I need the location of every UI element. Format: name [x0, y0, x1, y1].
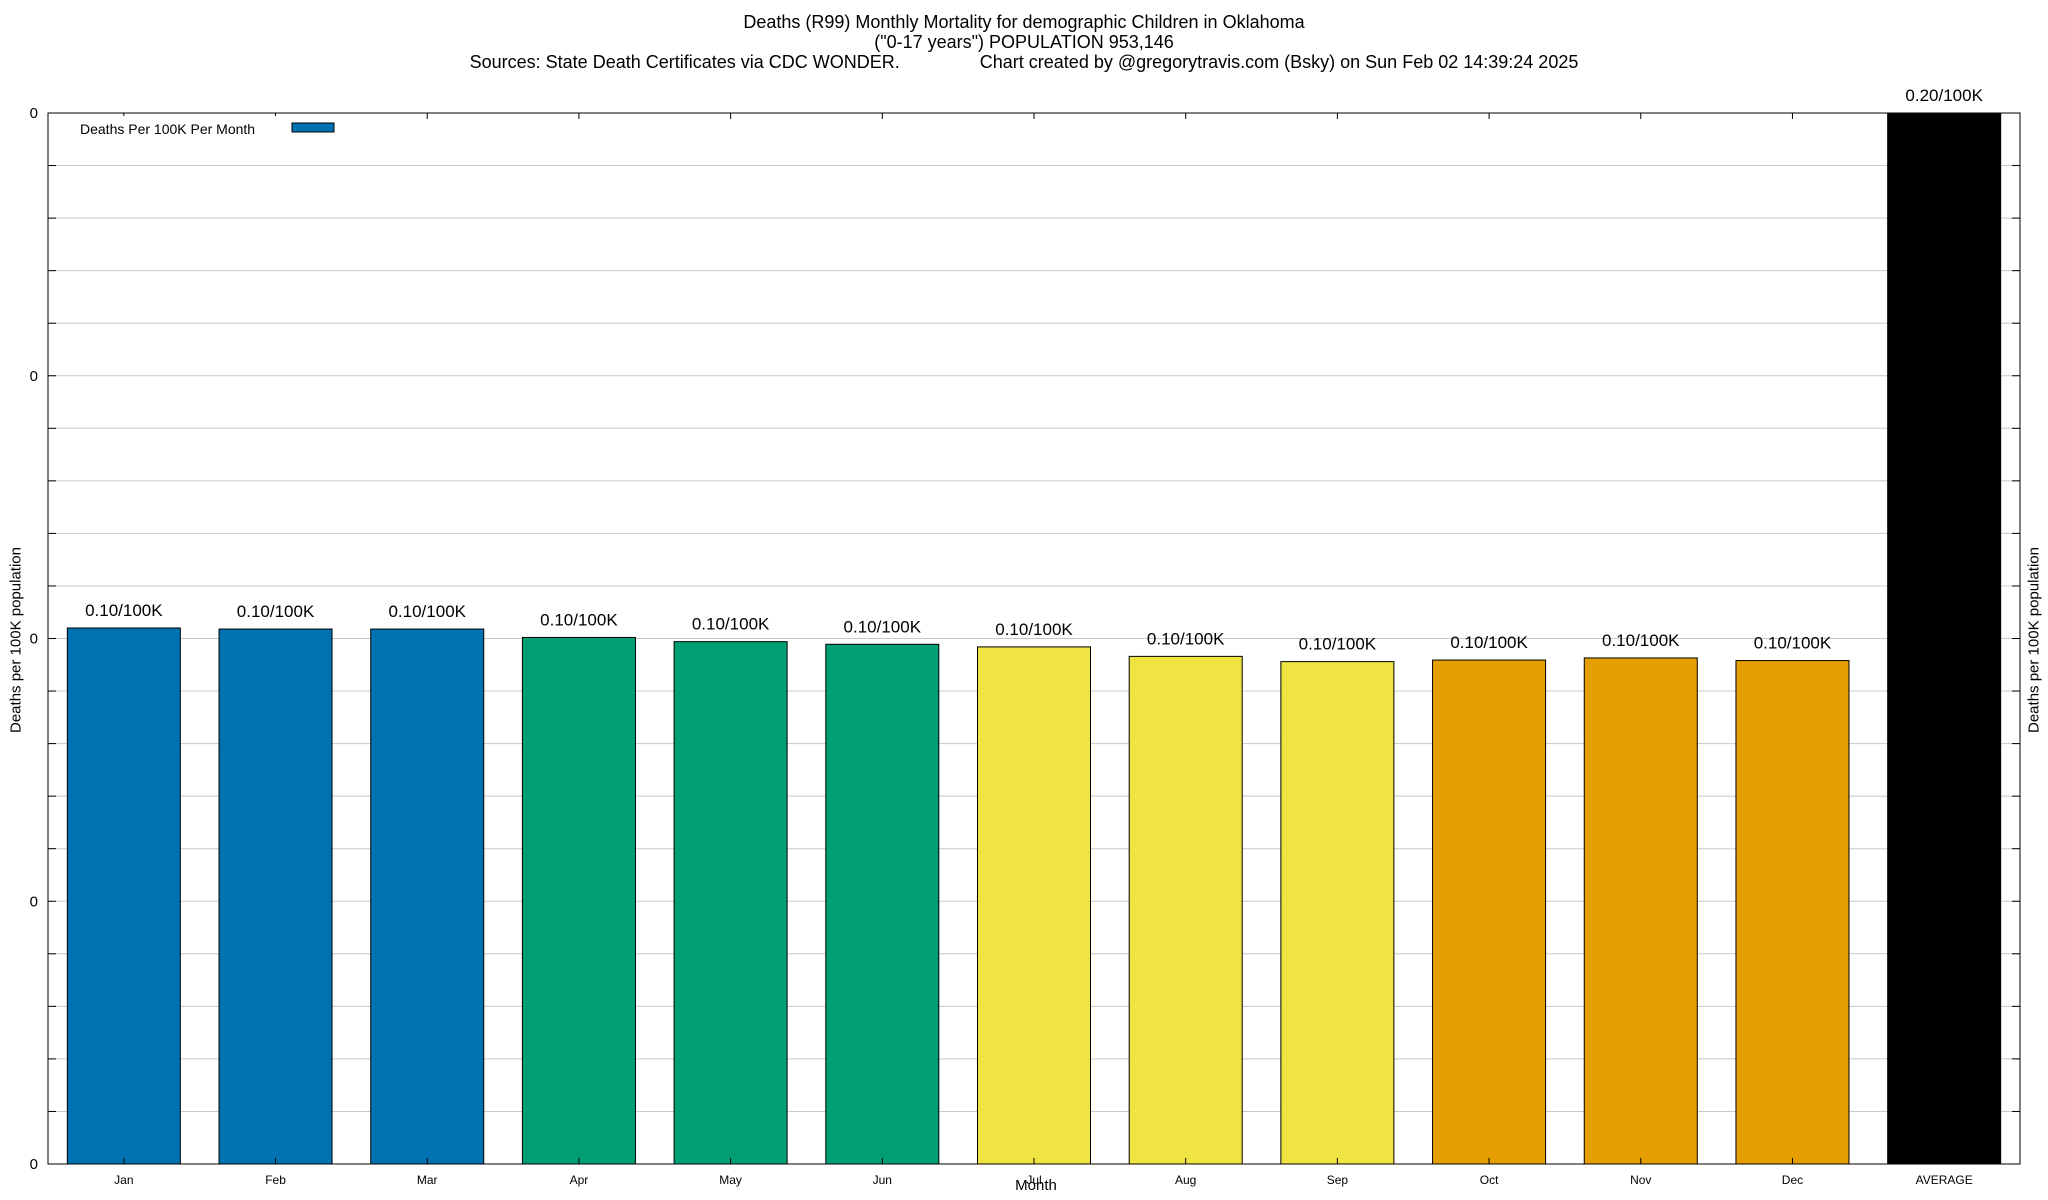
bar — [825, 643, 940, 1165]
data-label: 0.10/100K — [995, 620, 1073, 639]
data-label: 0.10/100K — [1450, 633, 1528, 652]
bar — [1887, 112, 2002, 1165]
y-tick-label: 0 — [30, 1156, 38, 1173]
data-label: 0.10/100K — [692, 615, 770, 634]
data-label: 0.10/100K — [1147, 629, 1225, 648]
bar — [1735, 660, 1850, 1165]
bar — [1280, 661, 1395, 1165]
data-label: 0.10/100K — [1602, 631, 1680, 650]
chart-subtitle: ("0-17 years") POPULATION 953,146 — [874, 32, 1174, 52]
data-label: 0.10/100K — [388, 602, 466, 621]
bar — [370, 628, 485, 1165]
x-tick-label: May — [719, 1173, 742, 1187]
data-label: 0.10/100K — [844, 617, 922, 636]
x-tick-label: Feb — [265, 1173, 286, 1187]
data-label: 0.10/100K — [237, 602, 315, 621]
bar — [66, 627, 181, 1165]
y-axis-label-left: Deaths per 100K population — [7, 547, 25, 733]
legend-swatch — [291, 122, 335, 133]
x-tick-label: Jun — [873, 1173, 892, 1187]
data-label: 0.10/100K — [1754, 634, 1832, 653]
data-label: 0.10/100K — [540, 610, 618, 629]
x-tick-label: Aug — [1175, 1173, 1196, 1187]
bar — [673, 641, 788, 1165]
x-tick-label: Mar — [417, 1173, 438, 1187]
bar — [1128, 655, 1243, 1165]
legend-label: Deaths Per 100K Per Month — [80, 121, 255, 137]
x-tick-label: Jan — [114, 1173, 133, 1187]
chart-title-block: Deaths (R99) Monthly Mortality for demog… — [0, 12, 2048, 72]
bar — [976, 646, 1092, 1165]
y-tick-label: 0 — [30, 893, 38, 910]
bar — [1583, 657, 1698, 1165]
chart-sources: Sources: State Death Certificates via CD… — [469, 52, 1579, 72]
bar — [521, 636, 636, 1165]
bar — [1432, 659, 1547, 1165]
data-label: 0.20/100K — [1905, 86, 1983, 105]
y-axis-label-right: Deaths per 100K population — [2025, 547, 2043, 733]
x-tick-label: Jul — [1026, 1173, 1041, 1187]
y-tick-label: 0 — [30, 368, 38, 385]
chart-title: Deaths (R99) Monthly Mortality for demog… — [743, 12, 1305, 32]
y-tick-label: 0 — [30, 631, 38, 648]
x-axis-label: Month — [1015, 1177, 1057, 1194]
x-tick-label: Apr — [570, 1173, 589, 1187]
bar — [218, 628, 333, 1165]
x-tick-label: AVERAGE — [1916, 1173, 1973, 1187]
data-label: 0.10/100K — [1299, 635, 1377, 654]
x-tick-label: Oct — [1480, 1173, 1499, 1187]
plot-frame — [47, 112, 2021, 1165]
x-tick-label: Dec — [1782, 1173, 1803, 1187]
y-tick-label: 0 — [30, 105, 38, 122]
data-label: 0.10/100K — [85, 601, 163, 620]
x-tick-label: Sep — [1327, 1173, 1349, 1187]
x-tick-label: Nov — [1630, 1173, 1651, 1187]
